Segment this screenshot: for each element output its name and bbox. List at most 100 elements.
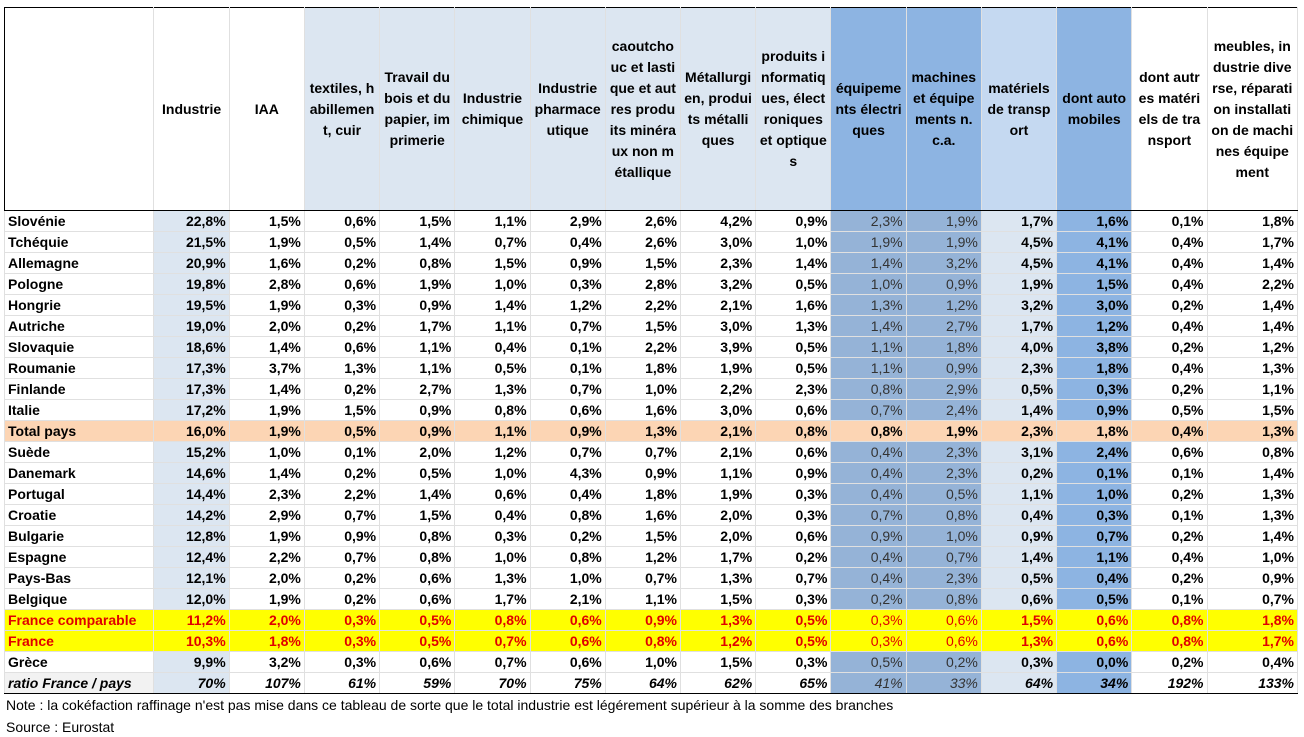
cell: 2,3% xyxy=(980,357,1058,379)
cell: 4,3% xyxy=(529,462,606,484)
cell: 2,7% xyxy=(905,315,982,337)
cell: 0,6% xyxy=(303,273,381,295)
cell: 0,8% xyxy=(379,252,456,274)
cell: 2,3% xyxy=(228,483,305,505)
cell: 0,2% xyxy=(303,252,381,274)
cell: 0,4% xyxy=(1131,252,1208,274)
row-label: Total pays xyxy=(3,420,155,442)
cell: 0,6% xyxy=(905,609,982,631)
cell: 1,0% xyxy=(228,441,305,463)
cell: 1,9% xyxy=(228,420,305,442)
cell: 0,7% xyxy=(454,630,531,652)
cell: 0,8% xyxy=(379,546,456,568)
cell: 2,1% xyxy=(679,441,757,463)
cell: 0,9% xyxy=(303,525,381,547)
cell: 2,2% xyxy=(303,483,381,505)
cell: 1,8% xyxy=(604,483,681,505)
data-table: Industrie IAA textiles, habillement, cuir T… xyxy=(3,7,1299,694)
cell: 1,5% xyxy=(604,525,681,547)
cell: 1,9% xyxy=(228,525,305,547)
cell: 64% xyxy=(980,672,1058,694)
cell: 1,1% xyxy=(1206,378,1299,400)
cell: 1,7% xyxy=(1206,231,1299,253)
table-row: Danemark 14,6% 1,4% 0,2% 0,5% 1,0% 4,3% 0,9% 1,1… xyxy=(3,462,1299,484)
cell: 1,3% xyxy=(1206,357,1299,379)
column-header: caoutchouc et lastique et autres produit… xyxy=(604,7,681,211)
cell: 1,9% xyxy=(228,399,305,421)
cell: 1,3% xyxy=(755,315,832,337)
table-row: Portugal 14,4% 2,3% 2,2% 1,4% 0,6% 0,4% 1,8% 1,9… xyxy=(3,483,1299,505)
row-label: France comparable xyxy=(3,609,155,631)
cell: 1,3% xyxy=(454,567,531,589)
cell: 1,4% xyxy=(1206,462,1299,484)
cell: 0,3% xyxy=(454,525,531,547)
cell: 0,8% xyxy=(830,378,907,400)
source: Source : Eurostat xyxy=(6,719,115,735)
cell: 0,5% xyxy=(1131,399,1208,421)
cell: 1,5% xyxy=(679,651,757,673)
table-row: Grèce 9,9% 3,2% 0,3% 0,6% 0,7% 0,6% 1,0% 1,5% 0,3… xyxy=(3,651,1299,673)
cell: 1,5% xyxy=(604,252,681,274)
cell: 1,9% xyxy=(679,483,757,505)
cell: 0,2% xyxy=(1131,483,1208,505)
cell: 0,3% xyxy=(830,630,907,652)
cell: 0,6% xyxy=(303,336,381,358)
row-label: Italie xyxy=(3,399,155,421)
cell: 0,6% xyxy=(529,630,606,652)
cell: 2,2% xyxy=(1206,273,1299,295)
cell: 1,0% xyxy=(1056,483,1133,505)
row-label: Pologne xyxy=(3,273,155,295)
cell: 1,3% xyxy=(1206,420,1299,442)
cell: 2,3% xyxy=(905,462,982,484)
cell: 2,1% xyxy=(679,420,757,442)
cell: 0,4% xyxy=(830,567,907,589)
cell: 0,5% xyxy=(905,483,982,505)
cell: 1,9% xyxy=(905,420,982,442)
cell: 16,0% xyxy=(153,420,230,442)
table-row: Roumanie 17,3% 3,7% 1,3% 1,1% 0,5% 0,1% 1,8% 1,9… xyxy=(3,357,1299,379)
cell: 15,2% xyxy=(153,441,230,463)
row-label: Espagne xyxy=(3,546,155,568)
cell: 33% xyxy=(905,672,982,694)
cell: 1,7% xyxy=(679,546,757,568)
cell: 0,4% xyxy=(830,462,907,484)
cell: 0,7% xyxy=(454,651,531,673)
cell: 3,0% xyxy=(1056,294,1133,316)
cell: 1,4% xyxy=(1206,294,1299,316)
cell: 0,5% xyxy=(980,378,1058,400)
cell: 1,9% xyxy=(379,273,456,295)
cell: 1,3% xyxy=(679,609,757,631)
row-label: Suède xyxy=(3,441,155,463)
cell: 0,3% xyxy=(303,651,381,673)
cell: 0,5% xyxy=(303,420,381,442)
column-header: dont automobiles xyxy=(1056,7,1133,211)
cell: 0,2% xyxy=(1131,525,1208,547)
cell: 3,0% xyxy=(679,231,757,253)
cell: 1,4% xyxy=(1206,525,1299,547)
cell: 0,1% xyxy=(303,441,381,463)
cell: 1,1% xyxy=(679,462,757,484)
cell: 1,4% xyxy=(830,252,907,274)
cell: 1,4% xyxy=(980,546,1058,568)
cell: 0,8% xyxy=(905,588,982,610)
cell: 1,3% xyxy=(604,420,681,442)
cell: 0,6% xyxy=(905,630,982,652)
cell: 14,2% xyxy=(153,504,230,526)
column-header: Industrie xyxy=(153,7,230,211)
cell: 2,9% xyxy=(529,210,606,232)
cell: 0,7% xyxy=(454,231,531,253)
cell: 2,0% xyxy=(228,567,305,589)
cell: 2,3% xyxy=(905,441,982,463)
cell: 0,5% xyxy=(755,273,832,295)
cell: 17,3% xyxy=(153,378,230,400)
cell: 1,5% xyxy=(980,609,1058,631)
cell: 1,9% xyxy=(228,294,305,316)
row-label: Slovénie xyxy=(3,210,155,232)
cell: 1,0% xyxy=(905,525,982,547)
cell: 0,3% xyxy=(303,294,381,316)
cell: 1,4% xyxy=(755,252,832,274)
cell: 0,4% xyxy=(830,483,907,505)
cell: 0,3% xyxy=(755,588,832,610)
column-header: Métallurgien, produits métalliques xyxy=(679,7,757,211)
cell: 0,2% xyxy=(303,588,381,610)
